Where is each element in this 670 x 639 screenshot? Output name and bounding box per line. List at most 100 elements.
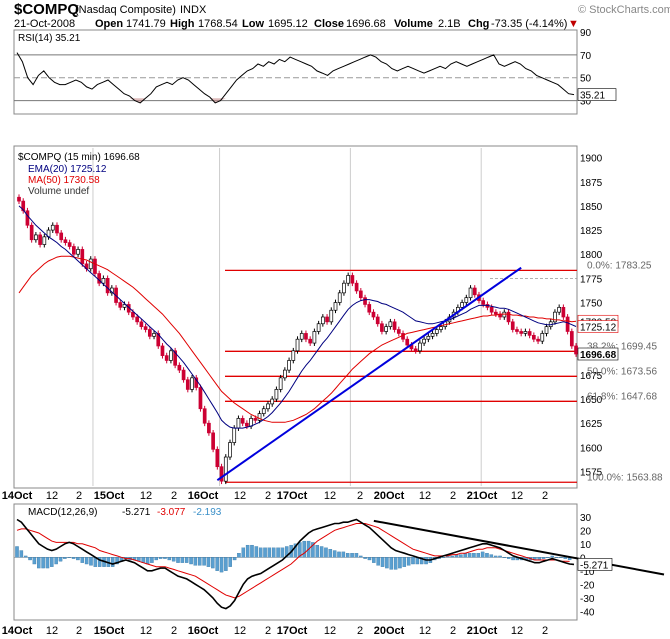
- price-x-tick-label: 12: [140, 490, 152, 502]
- macd-histogram-bar: [554, 557, 559, 558]
- price-x-tick-label: 2: [357, 490, 363, 502]
- macd-histogram-bar: [311, 542, 315, 558]
- candle-body: [156, 333, 161, 347]
- price-x-tick-label: 2: [265, 490, 271, 502]
- macd-histogram-bar: [337, 551, 341, 558]
- macd-histogram-bar: [245, 544, 250, 558]
- macd-histogram-bar: [463, 553, 467, 558]
- macd-histogram-bar: [198, 557, 202, 566]
- macd-tick-label: -40: [580, 607, 595, 618]
- macd-x-tick-label: 12: [234, 625, 246, 637]
- macd-histogram-bar: [54, 557, 58, 565]
- macd-last-value: -5.271: [580, 560, 609, 571]
- macd-x-tick-label: 14Oct: [2, 625, 33, 637]
- macd-histogram-bar: [158, 557, 163, 559]
- high-label: High: [170, 18, 195, 30]
- candle-body: [223, 456, 228, 482]
- volume-legend: Volume undef: [28, 186, 89, 197]
- candle-body: [17, 196, 21, 202]
- candle-body: [472, 287, 477, 296]
- macd-histogram-bar: [419, 557, 424, 565]
- price-tick-label: 1600: [580, 443, 603, 454]
- candle-body: [211, 432, 215, 450]
- candle-body: [80, 249, 85, 265]
- price-x-tick-label: 21Oct: [467, 490, 498, 502]
- candle-body: [561, 306, 566, 318]
- macd-histogram-bar: [541, 557, 546, 559]
- macd-histogram-bar: [328, 549, 333, 558]
- candle-body: [215, 448, 220, 468]
- fib-level-label: 50.0%: 1673.56: [587, 366, 657, 377]
- close-label: Close: [314, 18, 344, 30]
- macd-histogram-bar: [267, 547, 272, 558]
- macd-x-tick-label: 12: [324, 625, 336, 637]
- price-last-value-box: [577, 347, 619, 361]
- macd-x-tick-label: 2: [542, 625, 548, 637]
- macd-histogram-bar: [476, 553, 481, 558]
- macd-histogram-bar: [563, 557, 568, 559]
- macd-histogram-bar: [459, 554, 463, 558]
- macd-histogram-bar: [232, 557, 237, 561]
- macd-histogram-bar: [441, 557, 446, 558]
- candle-body: [266, 403, 270, 410]
- candle-body: [72, 246, 76, 255]
- volume-label: Volume: [394, 18, 433, 30]
- macd-histogram-bar: [150, 557, 154, 563]
- macd-hist-legend-value: -2.193: [193, 507, 222, 518]
- macd-histogram-bar: [37, 557, 41, 569]
- macd-histogram-bar: [506, 557, 511, 559]
- macd-histogram-bar: [341, 551, 346, 558]
- price-tick-label: 1850: [580, 202, 603, 213]
- price-x-tick-label: 12: [511, 490, 523, 502]
- price-x-tick-label: 16Oct: [188, 490, 219, 502]
- candle-body: [34, 234, 38, 241]
- macd-histogram-bar: [167, 557, 172, 561]
- candle-body: [375, 316, 380, 325]
- macd-chart: 3020100-10-20-30-40-5.271: [14, 513, 665, 618]
- candle-body: [540, 333, 545, 342]
- index-name: (Nasdaq Composite): [75, 4, 176, 16]
- candle-body: [236, 418, 241, 429]
- macd-signal-legend-value: -3.077: [157, 507, 186, 518]
- price-x-tick-label: 2: [450, 490, 456, 502]
- macd-histogram-bar: [71, 557, 76, 559]
- chg-value: -73.35 (-4.14%): [491, 18, 567, 30]
- price-tick-label: 1875: [580, 178, 603, 189]
- macd-x-tick-label: 2: [450, 625, 456, 637]
- candle-body: [122, 304, 127, 308]
- macd-legend-label: MACD(12,26,9): [28, 507, 97, 518]
- macd-histogram-bar: [115, 557, 119, 565]
- macd-x-tick-label: 2: [357, 625, 363, 637]
- macd-histogram-bar: [406, 557, 411, 566]
- macd-histogram-bar: [63, 557, 67, 559]
- price-x-tick-label: 12: [324, 490, 336, 502]
- macd-x-tick-label: 12: [419, 625, 431, 637]
- macd-histogram-bar: [376, 557, 380, 566]
- macd-histogram-bar: [271, 547, 276, 558]
- macd-histogram-bar: [258, 547, 263, 558]
- macd-panel: [13, 503, 578, 621]
- macd-histogram-bar: [176, 557, 180, 563]
- macd-tick-label: 20: [580, 526, 592, 537]
- macd-histogram-bar: [276, 547, 280, 558]
- rsi-tick-label: 90: [580, 28, 592, 39]
- candle-body: [25, 210, 30, 226]
- macd-histogram-bar: [189, 557, 193, 565]
- candle-body: [152, 333, 156, 337]
- candle-body: [202, 408, 207, 424]
- candle-body: [527, 331, 532, 336]
- candle-body: [363, 297, 367, 305]
- candle-body: [42, 236, 47, 245]
- candle-body: [278, 377, 283, 390]
- price-tick-label: 1750: [580, 299, 603, 310]
- price-x-tick-label: 12: [46, 490, 58, 502]
- candle-body: [228, 442, 232, 458]
- ema-legend: EMA(20) 1725.12: [28, 164, 107, 175]
- macd-histogram-bar: [472, 553, 476, 558]
- macd-histogram-bar: [450, 555, 454, 558]
- macd-histogram-bar: [485, 553, 489, 558]
- macd-x-tick-label: 12: [140, 625, 152, 637]
- macd-histogram-bar: [511, 557, 515, 561]
- rsi-tick-label: 70: [580, 51, 592, 62]
- fib-level-label: 61.8%: 1647.68: [587, 391, 657, 402]
